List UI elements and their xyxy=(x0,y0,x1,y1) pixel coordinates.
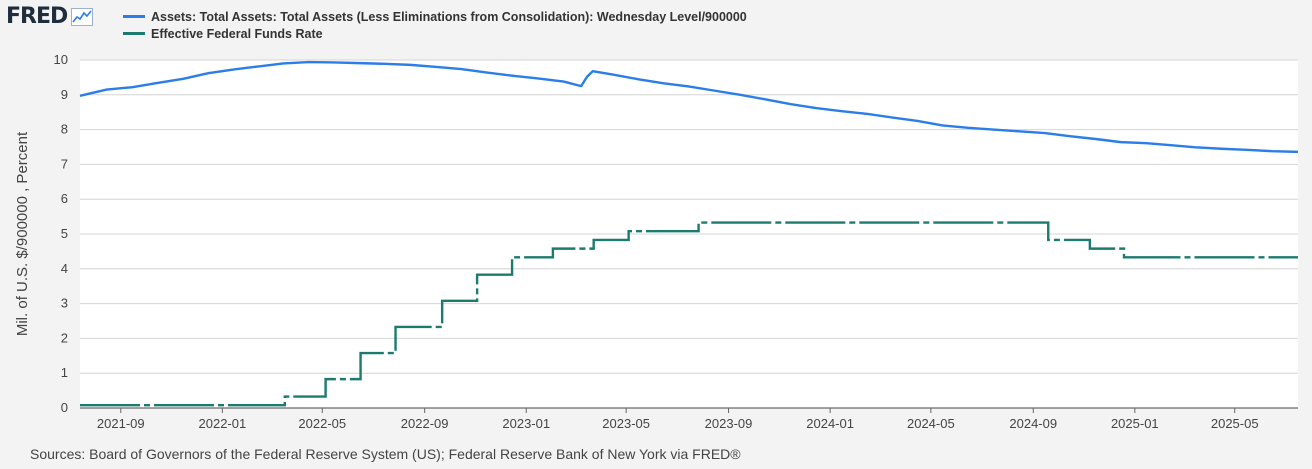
x-tick-label-2025-01: 2025-01 xyxy=(1111,416,1159,431)
series-line-effr xyxy=(80,221,1298,407)
x-tick-label-2024-05: 2024-05 xyxy=(907,416,955,431)
x-tick-label-2024-09: 2024-09 xyxy=(1009,416,1057,431)
y-axis-title: Mil. of U.S. $/900000 , Percent xyxy=(14,131,31,336)
y-tick-label-7: 7 xyxy=(61,156,68,171)
y-tick-label-5: 5 xyxy=(61,226,68,241)
fred-graph-icon xyxy=(71,7,94,26)
y-tick-label-2: 2 xyxy=(61,330,68,345)
x-tick-label-2022-05: 2022-05 xyxy=(298,416,346,431)
y-tick-label-1: 1 xyxy=(61,365,68,380)
legend-swatch-effr xyxy=(123,32,145,35)
x-tick-label-2023-09: 2023-09 xyxy=(705,416,753,431)
tick-labels: 0 1 2 3 4 5 6 7 8 9 10 2021-09 2022-01 2022-05 2022-09… xyxy=(14,52,1259,431)
y-tick-label-4: 4 xyxy=(61,261,68,276)
series xyxy=(79,60,1299,407)
fred-logo-text: FRED xyxy=(6,4,68,29)
x-tick-label-2022-01: 2022-01 xyxy=(199,416,247,431)
y-tick-label-3: 3 xyxy=(61,296,68,311)
axes xyxy=(80,407,1298,413)
grid-lines xyxy=(80,59,1298,409)
x-tick-label-2023-05: 2023-05 xyxy=(602,416,650,431)
y-tick-label-8: 8 xyxy=(61,122,68,137)
y-tick-label-6: 6 xyxy=(61,191,68,206)
legend-label-effr: Effective Federal Funds Rate xyxy=(151,26,323,41)
y-tick-label-10: 10 xyxy=(54,52,68,67)
source-note: Sources: Board of Governors of the Feder… xyxy=(30,446,741,462)
legend-label-assets: Assets: Total Assets: Total Assets (Less… xyxy=(151,9,747,24)
x-tick-label-2024-01: 2024-01 xyxy=(806,416,854,431)
legend-item-assets[interactable]: Assets: Total Assets: Total Assets (Less… xyxy=(123,8,747,25)
x-tick-label-2023-01: 2023-01 xyxy=(502,416,550,431)
chart-legend: Assets: Total Assets: Total Assets (Less… xyxy=(123,8,747,42)
x-tick-label-2025-05: 2025-05 xyxy=(1211,416,1259,431)
legend-item-effr[interactable]: Effective Federal Funds Rate xyxy=(123,25,747,42)
y-tick-label-0: 0 xyxy=(61,400,68,415)
fred-logo[interactable]: FRED xyxy=(6,4,94,29)
y-tick-label-9: 9 xyxy=(61,87,68,102)
x-tick-label-2021-09: 2021-09 xyxy=(97,416,145,431)
series-line-assets xyxy=(79,60,1299,154)
x-tick-label-2022-09: 2022-09 xyxy=(401,416,449,431)
legend-swatch-assets xyxy=(123,15,145,18)
